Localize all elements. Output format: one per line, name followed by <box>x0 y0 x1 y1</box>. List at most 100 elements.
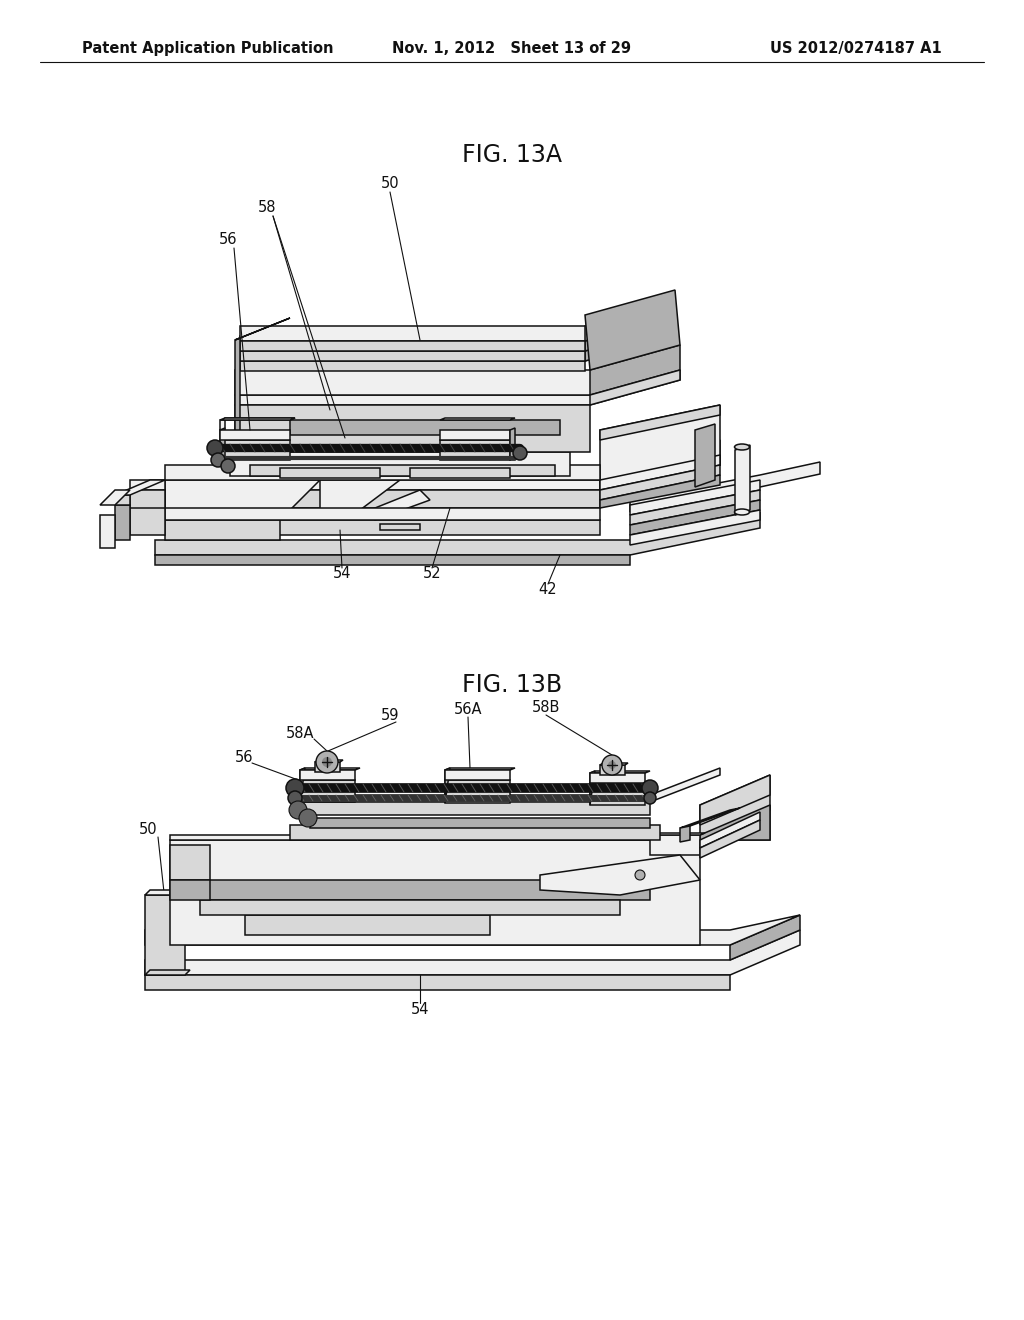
Polygon shape <box>600 405 720 440</box>
Circle shape <box>221 459 234 473</box>
Polygon shape <box>230 451 570 477</box>
Text: 56: 56 <box>234 751 253 766</box>
Text: 56A: 56A <box>454 702 482 718</box>
Circle shape <box>644 792 656 804</box>
Polygon shape <box>240 337 675 360</box>
Polygon shape <box>240 351 585 360</box>
Polygon shape <box>410 469 510 478</box>
Polygon shape <box>145 975 730 990</box>
Polygon shape <box>700 805 770 840</box>
Polygon shape <box>115 480 165 495</box>
Polygon shape <box>145 890 190 895</box>
Text: 50: 50 <box>138 822 158 837</box>
Text: FIG. 13B: FIG. 13B <box>462 673 562 697</box>
Polygon shape <box>240 326 675 351</box>
Polygon shape <box>650 836 700 855</box>
Text: FIG. 13A: FIG. 13A <box>462 143 562 168</box>
Text: US 2012/0274187 A1: US 2012/0274187 A1 <box>770 41 942 55</box>
Polygon shape <box>165 465 600 480</box>
Polygon shape <box>600 405 720 490</box>
Circle shape <box>642 780 658 796</box>
Polygon shape <box>234 338 240 451</box>
Polygon shape <box>700 820 760 858</box>
Polygon shape <box>220 428 225 459</box>
Polygon shape <box>220 418 295 430</box>
Polygon shape <box>200 900 620 915</box>
Polygon shape <box>630 462 820 512</box>
Polygon shape <box>300 803 650 814</box>
Text: Patent Application Publication: Patent Application Publication <box>82 41 334 55</box>
Polygon shape <box>600 465 720 500</box>
Circle shape <box>513 446 527 459</box>
Circle shape <box>299 809 317 828</box>
Polygon shape <box>315 760 343 762</box>
Polygon shape <box>600 440 720 490</box>
Polygon shape <box>170 840 700 945</box>
Polygon shape <box>445 770 510 780</box>
Polygon shape <box>585 321 675 360</box>
Polygon shape <box>300 768 360 770</box>
Circle shape <box>207 440 223 455</box>
Text: 58B: 58B <box>531 701 560 715</box>
Polygon shape <box>130 490 165 535</box>
Polygon shape <box>590 370 680 405</box>
Ellipse shape <box>734 444 750 450</box>
Polygon shape <box>220 440 290 459</box>
Polygon shape <box>440 440 510 459</box>
Polygon shape <box>590 771 650 774</box>
Polygon shape <box>680 826 690 842</box>
Polygon shape <box>630 510 760 545</box>
Text: 58A: 58A <box>286 726 314 741</box>
Circle shape <box>289 801 307 818</box>
Polygon shape <box>540 855 700 895</box>
Polygon shape <box>380 524 420 531</box>
Polygon shape <box>165 455 720 490</box>
Polygon shape <box>730 915 800 960</box>
Polygon shape <box>585 290 680 370</box>
Polygon shape <box>165 480 319 520</box>
Polygon shape <box>234 405 590 451</box>
Text: 59: 59 <box>381 708 399 722</box>
Polygon shape <box>240 315 675 341</box>
Polygon shape <box>630 500 760 535</box>
Polygon shape <box>245 915 490 935</box>
Polygon shape <box>300 780 355 803</box>
Polygon shape <box>234 370 680 395</box>
Circle shape <box>635 870 645 880</box>
Polygon shape <box>510 428 515 459</box>
Text: 54: 54 <box>333 565 351 581</box>
Polygon shape <box>145 970 190 975</box>
Polygon shape <box>170 805 770 840</box>
Polygon shape <box>700 775 770 840</box>
Polygon shape <box>600 766 625 775</box>
Text: 50: 50 <box>381 176 399 190</box>
Text: 42: 42 <box>539 582 557 598</box>
Polygon shape <box>700 775 770 825</box>
Polygon shape <box>600 455 720 490</box>
Polygon shape <box>130 480 165 490</box>
Polygon shape <box>655 833 705 836</box>
Polygon shape <box>170 845 210 880</box>
Polygon shape <box>310 818 650 828</box>
Polygon shape <box>600 475 720 508</box>
Polygon shape <box>250 465 555 477</box>
Text: 54: 54 <box>411 1002 429 1018</box>
Polygon shape <box>130 490 165 508</box>
Text: 52: 52 <box>629 923 647 937</box>
Circle shape <box>608 762 616 770</box>
Text: Nov. 1, 2012   Sheet 13 of 29: Nov. 1, 2012 Sheet 13 of 29 <box>392 41 632 55</box>
Polygon shape <box>445 768 450 803</box>
Polygon shape <box>100 515 115 548</box>
Polygon shape <box>445 780 510 803</box>
Polygon shape <box>155 554 630 565</box>
Circle shape <box>286 779 304 797</box>
Polygon shape <box>315 762 340 772</box>
Polygon shape <box>300 768 720 803</box>
Polygon shape <box>630 490 760 525</box>
Polygon shape <box>234 318 290 341</box>
Polygon shape <box>590 345 680 395</box>
Polygon shape <box>280 469 380 478</box>
Text: 56: 56 <box>219 232 238 248</box>
Polygon shape <box>165 520 600 535</box>
Polygon shape <box>590 771 595 805</box>
